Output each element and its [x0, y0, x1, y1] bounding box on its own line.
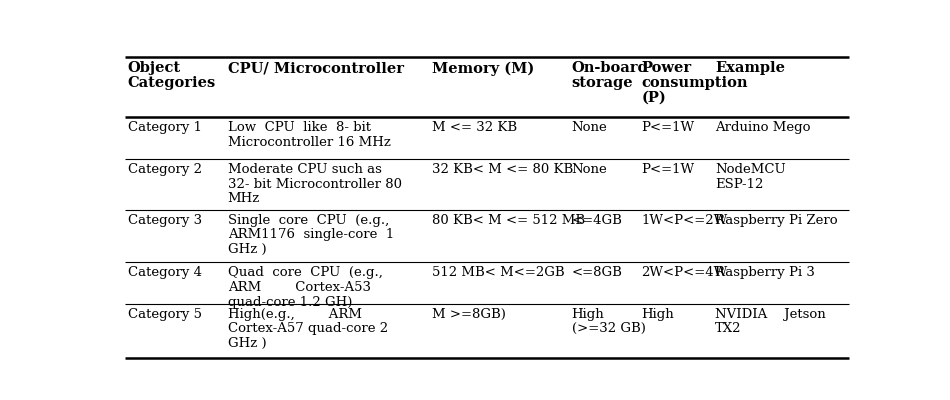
Text: On-board: On-board — [572, 61, 648, 75]
Text: <=4GB: <=4GB — [572, 214, 622, 227]
Text: CPU/ Microcontroller: CPU/ Microcontroller — [228, 61, 404, 75]
Text: Low  CPU  like  8- bit: Low CPU like 8- bit — [228, 121, 370, 134]
Text: Raspberry Pi Zero: Raspberry Pi Zero — [715, 214, 838, 227]
Text: Cortex-A57 quad-core 2: Cortex-A57 quad-core 2 — [228, 322, 388, 336]
Text: (P): (P) — [641, 91, 666, 105]
Text: storage: storage — [572, 76, 633, 90]
Text: GHz ): GHz ) — [228, 337, 266, 350]
Text: Memory (M): Memory (M) — [431, 61, 534, 76]
Text: Category 3: Category 3 — [127, 214, 201, 227]
Text: ARM1176  single-core  1: ARM1176 single-core 1 — [228, 228, 394, 242]
Text: M <= 32 KB: M <= 32 KB — [431, 121, 517, 134]
Text: M >=8GB): M >=8GB) — [431, 308, 505, 321]
Text: High: High — [572, 308, 604, 321]
Text: 2W<P<=4W: 2W<P<=4W — [641, 266, 728, 279]
Text: Category 2: Category 2 — [127, 163, 201, 176]
Text: 32 KB< M <= 80 KB: 32 KB< M <= 80 KB — [431, 163, 573, 176]
Text: NVIDIA    Jetson: NVIDIA Jetson — [715, 308, 826, 321]
Text: 80 KB< M <= 512 MB: 80 KB< M <= 512 MB — [431, 214, 585, 227]
Text: None: None — [572, 163, 607, 176]
Text: Power: Power — [641, 61, 692, 75]
Text: GHz ): GHz ) — [228, 243, 266, 256]
Text: ESP-12: ESP-12 — [715, 178, 764, 191]
Text: (>=32 GB): (>=32 GB) — [572, 322, 645, 336]
Text: Raspberry Pi 3: Raspberry Pi 3 — [715, 266, 815, 279]
Text: 1W<P<=2W: 1W<P<=2W — [641, 214, 728, 227]
Text: Object: Object — [127, 61, 180, 75]
Text: Single  core  CPU  (e.g.,: Single core CPU (e.g., — [228, 214, 389, 227]
Text: 32- bit Microcontroller 80: 32- bit Microcontroller 80 — [228, 178, 402, 191]
Text: Category 1: Category 1 — [127, 121, 201, 134]
Text: Categories: Categories — [127, 76, 216, 90]
Text: P<=1W: P<=1W — [641, 163, 694, 176]
Text: Category 5: Category 5 — [127, 308, 201, 321]
Text: 512 MB< M<=2GB: 512 MB< M<=2GB — [431, 266, 564, 279]
Text: Example: Example — [715, 61, 785, 75]
Text: Microcontroller 16 MHz: Microcontroller 16 MHz — [228, 136, 390, 149]
Text: MHz: MHz — [228, 192, 260, 206]
Text: High: High — [641, 308, 674, 321]
Text: <=8GB: <=8GB — [572, 266, 622, 279]
Text: P<=1W: P<=1W — [641, 121, 694, 134]
Text: Moderate CPU such as: Moderate CPU such as — [228, 163, 382, 176]
Text: NodeMCU: NodeMCU — [715, 163, 786, 176]
Text: Arduino Mego: Arduino Mego — [715, 121, 810, 134]
Text: Category 4: Category 4 — [127, 266, 201, 279]
Text: quad-core 1.2 GH): quad-core 1.2 GH) — [228, 296, 352, 309]
Text: ARM        Cortex-A53: ARM Cortex-A53 — [228, 281, 370, 294]
Text: Quad  core  CPU  (e.g.,: Quad core CPU (e.g., — [228, 266, 383, 279]
Text: None: None — [572, 121, 607, 134]
Text: consumption: consumption — [641, 76, 748, 90]
Text: TX2: TX2 — [715, 322, 742, 336]
Text: High(e.g.,        ARM: High(e.g., ARM — [228, 308, 362, 321]
